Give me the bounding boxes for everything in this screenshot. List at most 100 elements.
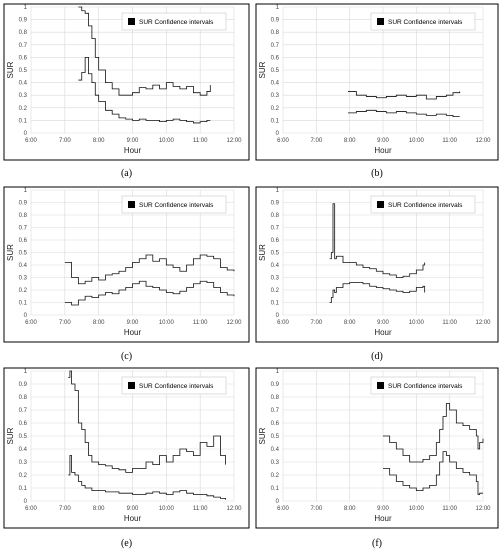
y-tick-label: 0.8 xyxy=(271,395,280,401)
x-tick-label: 11:00 xyxy=(442,506,457,512)
x-tick-label: 12:00 xyxy=(226,138,242,144)
x-tick-label: 10:00 xyxy=(409,506,425,512)
y-tick-label: 0.3 xyxy=(19,93,28,99)
y-axis-title: SUR xyxy=(6,244,15,261)
panel-caption: (b) xyxy=(371,168,383,179)
y-tick-label: 0.9 xyxy=(19,201,28,207)
legend-frame xyxy=(121,195,227,214)
lower-bound-line xyxy=(64,280,235,306)
x-tick-label: 9:00 xyxy=(377,320,389,326)
y-tick-label: 0.8 xyxy=(19,30,28,36)
panel-caption: (a) xyxy=(121,168,132,179)
y-axis-title: SUR xyxy=(6,427,15,444)
x-tick-label: 8:00 xyxy=(93,320,105,326)
y-tick-label: 0.3 xyxy=(271,93,280,99)
x-tick-label: 7:00 xyxy=(310,506,322,512)
y-tick-label: 0.6 xyxy=(19,421,28,427)
panel-caption: (c) xyxy=(121,351,132,362)
y-tick-label: 0.8 xyxy=(19,395,28,401)
legend: SUR Confidence intervals xyxy=(370,195,476,214)
y-tick-label: 0.4 xyxy=(19,81,28,87)
y-tick-label: 0.6 xyxy=(271,238,280,244)
x-tick-label: 7:00 xyxy=(59,138,71,144)
y-tick-label: 1 xyxy=(24,188,28,194)
legend-frame xyxy=(121,376,227,395)
y-tick-label: 0.1 xyxy=(19,301,28,307)
y-tick-label: 0 xyxy=(24,313,28,319)
y-tick-label: 0.2 xyxy=(19,106,28,112)
x-tick-label: 12:00 xyxy=(226,320,242,326)
lower-bound-line xyxy=(68,455,226,500)
x-tick-label: 12:00 xyxy=(226,506,242,512)
y-tick-label: 0.5 xyxy=(271,434,280,440)
y-tick-label: 0.9 xyxy=(19,382,28,388)
y-tick-label: 0.7 xyxy=(19,408,28,414)
x-tick-label: 6:00 xyxy=(277,138,289,144)
upper-bound-line xyxy=(78,6,211,96)
legend-swatch xyxy=(128,382,135,389)
legend: SUR Confidence intervals xyxy=(121,376,227,395)
x-tick-label: 10:00 xyxy=(159,320,175,326)
x-tick-label: 12:00 xyxy=(475,138,491,144)
lower-bound-line xyxy=(348,109,460,118)
x-axis-title: Hour xyxy=(374,328,392,337)
legend-label: SUR Confidence intervals xyxy=(139,19,214,26)
y-tick-label: 0.2 xyxy=(271,473,280,479)
x-tick-label: 6:00 xyxy=(277,320,289,326)
chart-panel: 0 0.1 0.2 0.3 0.4 0.5 0.6 0.7 0.8 0.9 1 6:00 7:00 8:0… xyxy=(255,367,499,549)
y-tick-label: 0.5 xyxy=(19,251,28,257)
y-tick-label: 0.9 xyxy=(271,18,280,24)
y-axis-title: SUR xyxy=(258,427,267,444)
x-tick-label: 6:00 xyxy=(25,138,37,144)
y-tick-label: 0.4 xyxy=(271,263,280,269)
y-tick-label: 1 xyxy=(276,369,280,375)
y-tick-label: 0.2 xyxy=(271,288,280,294)
y-tick-label: 0.2 xyxy=(271,106,280,112)
legend-frame xyxy=(370,195,476,214)
x-axis-title: Hour xyxy=(374,514,392,523)
x-tick-label: 10:00 xyxy=(409,320,425,326)
y-tick-label: 0.9 xyxy=(271,201,280,207)
panels-group: 0 0.1 0.2 0.3 0.4 0.5 0.6 0.7 0.8 0.9 1 6:00 7:00 8:0… xyxy=(3,3,499,549)
legend: SUR Confidence intervals xyxy=(121,195,227,214)
upper-bound-line xyxy=(383,403,484,463)
y-tick-label: 0.3 xyxy=(271,460,280,466)
legend-swatch xyxy=(128,18,135,25)
legend-label: SUR Confidence intervals xyxy=(139,383,214,390)
x-axis-title: Hour xyxy=(124,146,142,155)
x-tick-label: 7:00 xyxy=(310,138,322,144)
y-tick-label: 1 xyxy=(24,369,28,375)
legend-swatch xyxy=(128,201,135,208)
x-axis-title: Hour xyxy=(124,514,142,523)
x-axis-title: Hour xyxy=(124,328,142,337)
y-tick-label: 0.1 xyxy=(271,301,280,307)
y-tick-label: 0.6 xyxy=(19,238,28,244)
x-tick-label: 11:00 xyxy=(193,138,208,144)
y-tick-label: 1 xyxy=(24,5,28,11)
x-tick-label: 10:00 xyxy=(409,138,425,144)
y-tick-label: 0.8 xyxy=(271,213,280,219)
legend-frame xyxy=(121,12,227,31)
y-tick-label: 0.3 xyxy=(19,460,28,466)
y-tick-label: 0.3 xyxy=(271,276,280,282)
chart-panel: 0 0.1 0.2 0.3 0.4 0.5 0.6 0.7 0.8 0.9 1 6:00 7:00 8:0… xyxy=(3,3,250,179)
y-tick-label: 0.6 xyxy=(19,55,28,61)
x-tick-label: 7:00 xyxy=(59,320,71,326)
x-tick-label: 11:00 xyxy=(442,320,457,326)
x-tick-label: 8:00 xyxy=(93,506,105,512)
panel-caption: (e) xyxy=(121,538,132,549)
y-tick-label: 0.5 xyxy=(271,251,280,257)
panel-caption: (d) xyxy=(371,351,383,362)
y-tick-label: 0.7 xyxy=(19,226,28,232)
legend-swatch xyxy=(377,18,384,25)
y-tick-label: 1 xyxy=(276,5,280,11)
x-tick-label: 11:00 xyxy=(193,320,208,326)
chart-panel: 0 0.1 0.2 0.3 0.4 0.5 0.6 0.7 0.8 0.9 1 6:00 7:00 8:0… xyxy=(255,3,499,179)
y-tick-label: 1 xyxy=(276,188,280,194)
legend: SUR Confidence intervals xyxy=(370,12,476,31)
y-tick-label: 0.7 xyxy=(271,226,280,232)
y-tick-label: 0.4 xyxy=(271,81,280,87)
y-tick-label: 0.8 xyxy=(19,213,28,219)
x-tick-label: 9:00 xyxy=(377,506,389,512)
